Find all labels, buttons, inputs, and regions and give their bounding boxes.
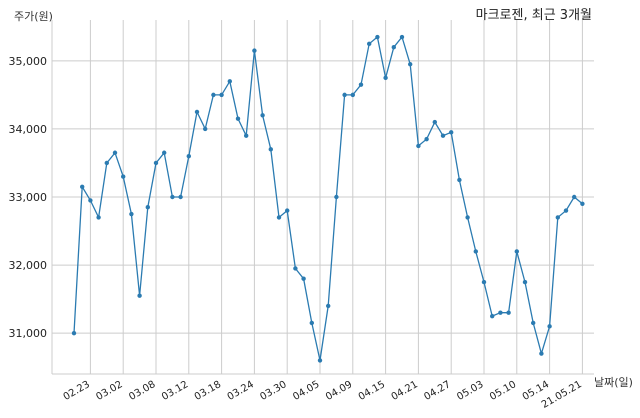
x-tick-label: 04.27 bbox=[422, 379, 452, 403]
x-tick-label: 03.02 bbox=[94, 379, 124, 403]
data-point bbox=[162, 150, 167, 155]
data-point bbox=[252, 48, 257, 53]
data-point bbox=[473, 249, 478, 254]
data-point bbox=[194, 109, 200, 115]
data-point bbox=[121, 174, 126, 179]
y-tick-label: 33,000 bbox=[9, 191, 48, 204]
data-point bbox=[129, 211, 134, 217]
data-point bbox=[235, 116, 241, 121]
tick-labels: 31,000 32,000 33,000 34,000 35,000 02.23 03.02… bbox=[9, 55, 584, 411]
x-tick-label: 03.18 bbox=[193, 379, 223, 403]
grid bbox=[52, 20, 594, 374]
data-point bbox=[145, 205, 150, 210]
data-point bbox=[178, 194, 183, 200]
x-tick-label: 05.10 bbox=[488, 379, 518, 403]
data-point bbox=[383, 75, 388, 81]
data-point bbox=[301, 276, 306, 281]
data-point bbox=[170, 194, 175, 200]
series bbox=[71, 34, 585, 363]
data-point bbox=[326, 303, 331, 309]
data-point bbox=[416, 143, 421, 149]
data-point bbox=[137, 293, 142, 298]
data-point bbox=[88, 198, 93, 203]
data-point bbox=[342, 92, 347, 98]
data-point bbox=[350, 92, 355, 98]
data-point bbox=[96, 215, 101, 220]
data-point bbox=[219, 92, 224, 98]
series-line bbox=[73, 35, 583, 361]
data-point bbox=[465, 215, 470, 220]
data-point bbox=[375, 34, 380, 40]
x-tick-label: 03.24 bbox=[226, 379, 256, 403]
data-point bbox=[522, 279, 528, 285]
data-point bbox=[580, 201, 585, 207]
x-tick-label: 03.30 bbox=[258, 379, 288, 403]
x-tick-label: 04.21 bbox=[390, 379, 420, 403]
x-tick-label: 03.12 bbox=[160, 379, 190, 403]
y-tick-label: 32,000 bbox=[9, 259, 48, 272]
data-point bbox=[572, 194, 577, 200]
y-tick-label: 34,000 bbox=[9, 123, 48, 136]
data-point bbox=[424, 136, 429, 142]
data-point bbox=[449, 130, 454, 135]
data-point bbox=[457, 177, 462, 183]
x-tick-label: 04.09 bbox=[324, 379, 354, 403]
axes bbox=[51, 20, 594, 375]
data-point bbox=[80, 184, 85, 189]
x-tick-label: 04.15 bbox=[357, 379, 387, 403]
data-point bbox=[367, 41, 372, 47]
y-tick-label: 35,000 bbox=[9, 55, 48, 68]
y-axis-label: 주가(원) bbox=[14, 10, 53, 23]
x-axis-label: 날짜(일) bbox=[594, 376, 633, 389]
data-point bbox=[268, 147, 273, 152]
x-tick-label: 05.03 bbox=[455, 379, 485, 403]
data-point bbox=[309, 320, 314, 326]
data-point bbox=[514, 249, 519, 254]
data-point bbox=[186, 153, 191, 159]
data-point bbox=[432, 119, 437, 125]
data-point bbox=[490, 313, 495, 319]
data-point bbox=[481, 279, 487, 285]
data-point bbox=[391, 45, 396, 50]
data-point bbox=[104, 160, 110, 166]
data-point bbox=[555, 215, 560, 220]
data-point bbox=[317, 358, 323, 363]
data-point bbox=[506, 310, 511, 315]
data-point bbox=[498, 310, 503, 315]
data-point bbox=[244, 133, 249, 138]
data-point bbox=[203, 126, 208, 132]
data-point bbox=[399, 34, 405, 40]
data-point bbox=[334, 194, 339, 200]
data-point bbox=[211, 92, 216, 98]
chart-title: 마크로젠, 최근 3개월 bbox=[475, 8, 592, 23]
data-point bbox=[531, 320, 536, 326]
data-point bbox=[285, 208, 290, 213]
y-tick-label: 31,000 bbox=[9, 327, 48, 340]
data-point bbox=[408, 62, 413, 67]
data-point bbox=[276, 215, 282, 220]
data-point bbox=[563, 208, 569, 213]
data-point bbox=[440, 133, 446, 138]
data-point bbox=[71, 330, 77, 336]
data-point bbox=[227, 79, 232, 84]
data-point bbox=[539, 351, 544, 356]
data-point bbox=[260, 113, 265, 118]
data-point bbox=[293, 266, 298, 271]
data-point bbox=[153, 160, 159, 166]
x-tick-label: 03.08 bbox=[127, 379, 157, 403]
data-point bbox=[358, 82, 364, 87]
x-tick-label: 04.05 bbox=[291, 379, 321, 403]
data-point bbox=[547, 324, 552, 329]
x-tick-label: 02.23 bbox=[62, 379, 92, 403]
data-point bbox=[112, 150, 118, 155]
